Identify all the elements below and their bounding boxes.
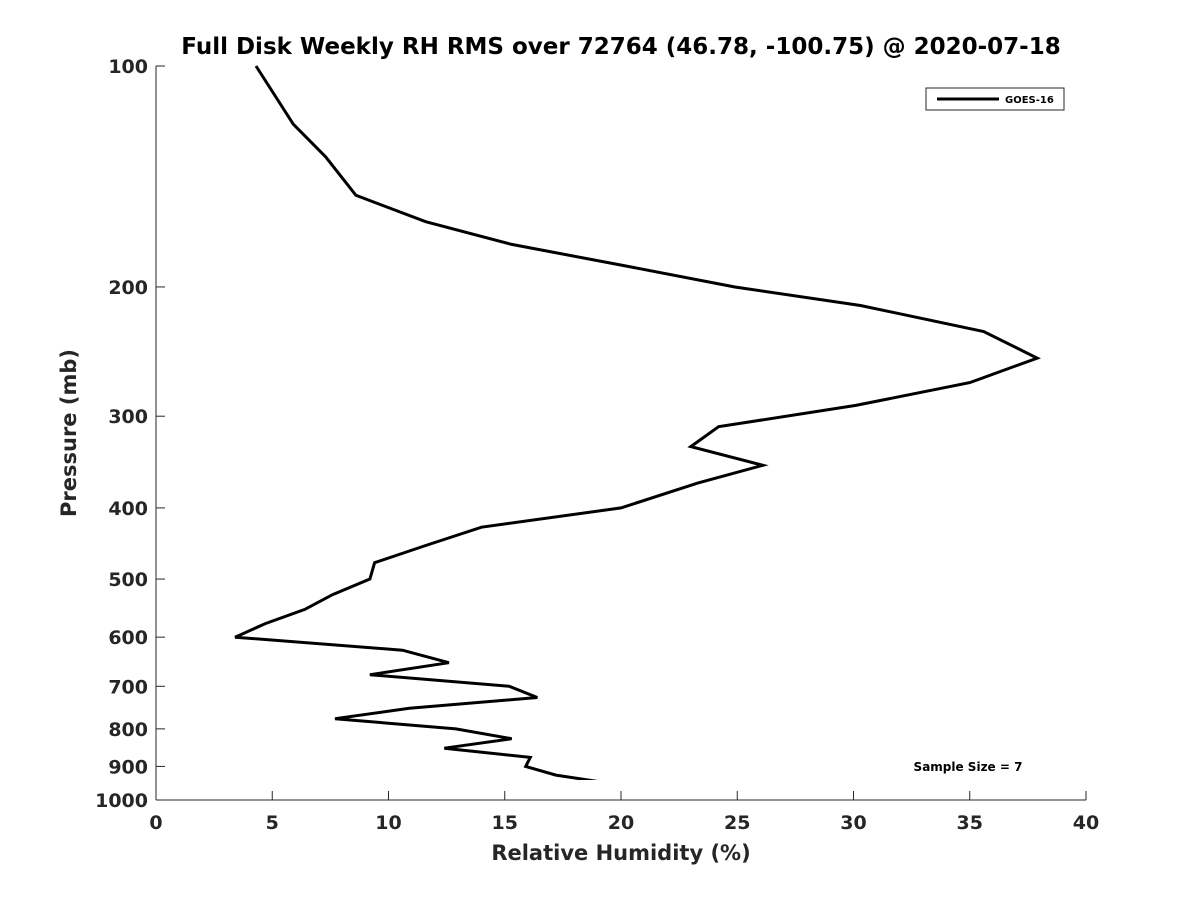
- y-tick-label: 400: [108, 498, 148, 520]
- legend: GOES-16: [925, 87, 1065, 111]
- x-tick-label: 25: [724, 812, 750, 834]
- series-layer: [234, 65, 1042, 780]
- y-tick-label: 1000: [95, 790, 148, 812]
- y-tick-label: 700: [108, 676, 148, 698]
- x-tick-label: 20: [608, 812, 634, 834]
- x-tick-label: 35: [957, 812, 983, 834]
- y-tick-label: 500: [108, 569, 148, 591]
- x-axis-label: Relative Humidity (%): [491, 841, 750, 865]
- y-tick-label: 100: [108, 56, 148, 78]
- x-tick-label: 15: [492, 812, 518, 834]
- legend-label-goes-16: GOES-16: [1005, 95, 1054, 106]
- series-line-goes-16: [234, 65, 1042, 780]
- x-tick-label: 40: [1073, 812, 1099, 834]
- y-ticks: 100 200 300 400 500 600 700 800 900 1000: [95, 56, 165, 812]
- y-tick-label: 600: [108, 627, 148, 649]
- y-tick-label: 200: [108, 277, 148, 299]
- y-axis-label: Pressure (mb): [57, 349, 81, 517]
- x-tick-label: 30: [840, 812, 866, 834]
- plot-axes: [155, 66, 1086, 801]
- x-tick-label: 5: [266, 812, 279, 834]
- y-tick-label: 800: [108, 719, 148, 741]
- x-tick-label: 10: [375, 812, 401, 834]
- x-tick-label: 0: [149, 812, 162, 834]
- chart-title: Full Disk Weekly RH RMS over 72764 (46.7…: [181, 34, 1060, 60]
- y-tick-label: 300: [108, 406, 148, 428]
- x-ticks: 0 5 10 15 20 25 30 35 40: [149, 791, 1099, 834]
- sample-size-annotation: Sample Size = 7: [914, 760, 1023, 774]
- y-tick-label: 900: [108, 756, 148, 778]
